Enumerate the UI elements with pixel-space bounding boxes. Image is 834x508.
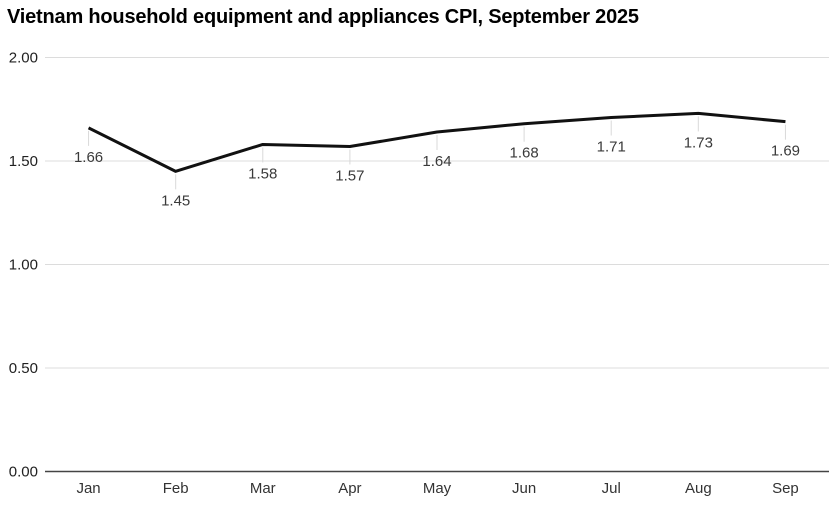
x-tick-label: Jul: [602, 480, 621, 497]
y-tick-label: 0.00: [9, 464, 38, 481]
chart-title: Vietnam household equipment and applianc…: [7, 6, 639, 28]
x-tick-label: Mar: [250, 480, 276, 497]
x-tick-label: May: [423, 480, 452, 497]
y-tick-label: 0.50: [9, 360, 38, 377]
x-tick-label: Jun: [512, 480, 536, 497]
data-point-label: 1.64: [422, 153, 451, 170]
y-tick-label: 1.00: [9, 257, 38, 274]
x-tick-label: Aug: [685, 480, 712, 497]
x-tick-label: Sep: [772, 480, 799, 497]
data-point-label: 1.66: [74, 149, 103, 166]
data-point-label: 1.71: [597, 139, 626, 156]
data-point-label: 1.73: [684, 134, 713, 151]
x-tick-label: Feb: [163, 480, 189, 497]
x-tick-label: Jan: [76, 480, 100, 497]
y-tick-label: 2.00: [9, 50, 38, 67]
x-tick-label: Apr: [338, 480, 361, 497]
y-tick-label: 1.50: [9, 153, 38, 170]
cpi-series-line: [87, 111, 786, 173]
data-point-label: 1.69: [771, 143, 800, 160]
data-point-label: 1.57: [335, 168, 364, 185]
data-point-label: 1.68: [510, 145, 539, 162]
data-point-label: 1.58: [248, 165, 277, 182]
data-point-label: 1.45: [161, 192, 190, 209]
